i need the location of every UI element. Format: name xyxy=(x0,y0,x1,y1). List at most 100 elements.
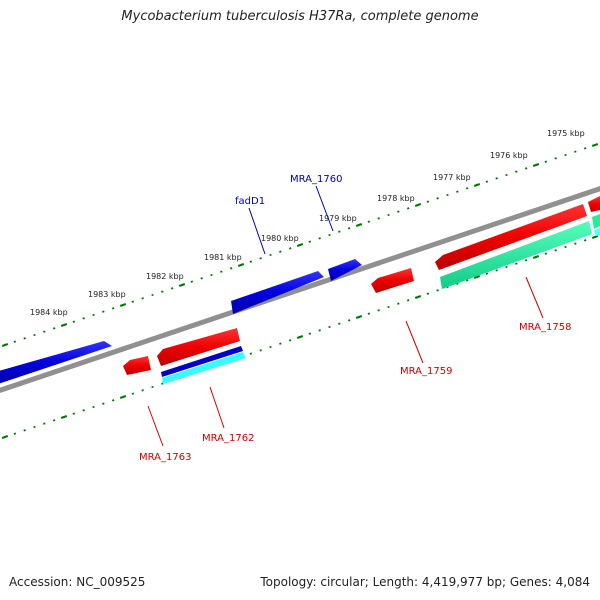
minor-tick xyxy=(554,157,557,160)
gene-labels: fadD1 MRA_1760 MRA_1758 MRA_1759 MRA_176… xyxy=(139,174,571,463)
minor-tick xyxy=(338,230,341,233)
scale-ticks-top xyxy=(1,143,599,347)
gene-label-MRA_1762: MRA_1762 xyxy=(202,433,254,444)
minor-tick xyxy=(308,240,312,243)
minor-tick xyxy=(269,345,272,349)
major-tick xyxy=(178,283,186,287)
minor-tick xyxy=(436,289,439,292)
scale-label-1978: 1978 kbp xyxy=(377,194,415,203)
gene-arrow-MRA_1758[interactable] xyxy=(435,204,587,270)
minor-tick xyxy=(465,279,469,282)
minor-tick xyxy=(485,180,489,183)
minor-tick xyxy=(288,247,292,250)
minor-tick xyxy=(92,313,95,317)
minor-tick xyxy=(387,213,390,217)
major-tick xyxy=(591,235,599,239)
minor-tick xyxy=(23,337,26,340)
minor-tick xyxy=(564,245,567,249)
scale-label-1984: 1984 kbp xyxy=(30,308,68,317)
minor-tick xyxy=(131,300,135,303)
minor-tick xyxy=(426,200,430,203)
minor-tick xyxy=(131,392,135,395)
minor-tick xyxy=(397,210,400,213)
minor-tick xyxy=(505,173,508,177)
minor-tick xyxy=(308,332,312,335)
minor-tick xyxy=(367,220,371,223)
minor-tick xyxy=(72,412,76,415)
minor-tick xyxy=(318,329,321,332)
gene-label-MRA_1763: MRA_1763 xyxy=(139,452,191,463)
minor-tick xyxy=(229,267,233,270)
minor-tick xyxy=(269,253,272,257)
minor-tick xyxy=(574,242,577,245)
major-tick xyxy=(473,183,481,187)
gene-label-fadD1: fadD1 xyxy=(235,196,265,207)
gene-arrow-MRA_1763[interactable] xyxy=(123,356,151,375)
major-tick xyxy=(1,343,9,347)
gene-label-MRA_1759: MRA_1759 xyxy=(400,366,452,377)
minor-tick xyxy=(72,320,76,323)
cds-MRA_1762-blue xyxy=(161,346,243,377)
minor-tick xyxy=(387,305,390,309)
gene-arrow-forward[interactable] xyxy=(0,341,112,385)
minor-tick xyxy=(249,352,253,355)
major-tick xyxy=(60,415,68,419)
minor-tick xyxy=(170,287,174,290)
scale-label-1977: 1977 kbp xyxy=(433,173,471,182)
minor-tick xyxy=(141,297,144,300)
minor-tick xyxy=(102,402,105,405)
cds-MRA_1758[interactable] xyxy=(440,221,592,289)
major-tick xyxy=(1,435,9,439)
minor-tick xyxy=(200,277,203,280)
minor-tick xyxy=(220,270,223,273)
minor-tick xyxy=(13,432,17,435)
minor-tick xyxy=(151,385,154,389)
cds-edge-cyan xyxy=(594,228,600,236)
minor-tick xyxy=(249,260,253,263)
reverse-genes xyxy=(123,196,600,375)
minor-tick xyxy=(13,340,17,343)
minor-tick xyxy=(426,292,430,295)
gene-arrow-fadD1[interactable] xyxy=(231,271,324,314)
minor-tick xyxy=(33,425,36,429)
minor-tick xyxy=(111,307,115,310)
minor-tick xyxy=(544,160,548,163)
leader-lines xyxy=(147,185,544,447)
minor-tick xyxy=(436,197,439,200)
minor-tick xyxy=(52,327,56,330)
scale-label-1979: 1979 kbp xyxy=(319,214,357,223)
minor-tick xyxy=(82,317,85,320)
forward-genes xyxy=(0,259,362,385)
major-tick xyxy=(355,315,363,319)
minor-tick xyxy=(82,409,85,412)
minor-tick xyxy=(92,405,95,409)
genome-summary: Topology: circular; Length: 4,419,977 bp… xyxy=(260,575,590,589)
scale-ticks-bottom xyxy=(1,235,599,439)
gene-arrow-MRA_1759[interactable] xyxy=(371,268,414,293)
minor-tick xyxy=(564,153,567,157)
major-tick xyxy=(237,263,245,267)
minor-tick xyxy=(524,167,528,170)
minor-tick xyxy=(544,252,548,255)
major-tick xyxy=(414,295,422,299)
minor-tick xyxy=(43,330,46,333)
minor-tick xyxy=(102,310,105,313)
minor-tick xyxy=(111,399,115,402)
gene-arrow-MRA_1762[interactable] xyxy=(157,328,240,366)
minor-tick xyxy=(279,342,282,345)
major-tick xyxy=(414,203,422,207)
gene-arrow-MRA_1760[interactable] xyxy=(328,259,362,281)
gene-arrow-edge[interactable] xyxy=(588,196,600,212)
minor-tick xyxy=(161,290,164,293)
minor-tick xyxy=(43,422,46,425)
minor-tick xyxy=(377,309,380,312)
minor-tick xyxy=(279,250,282,253)
minor-tick xyxy=(52,419,56,422)
minor-tick xyxy=(554,249,557,252)
minor-tick xyxy=(288,339,292,342)
scale-label-1980: 1980 kbp xyxy=(261,234,299,243)
major-tick xyxy=(60,323,68,327)
minor-tick xyxy=(367,312,371,315)
minor-tick xyxy=(347,227,351,230)
major-tick xyxy=(532,255,540,259)
